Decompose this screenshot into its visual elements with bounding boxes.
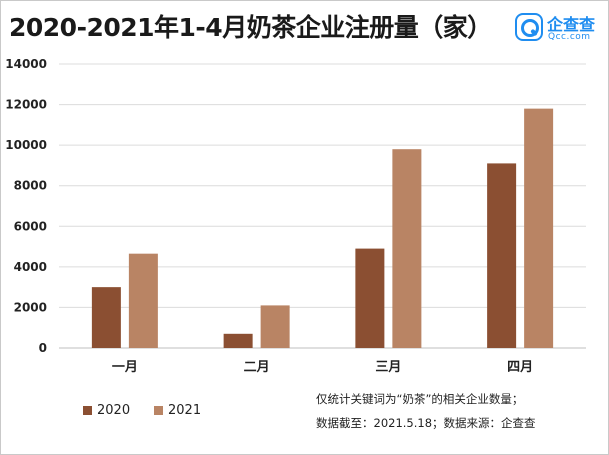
x-tick-label: 四月 <box>507 360 533 375</box>
y-tick-label: 6000 <box>14 219 47 233</box>
x-tick-label: 二月 <box>244 360 270 375</box>
y-tick-label: 8000 <box>14 179 47 193</box>
legend-swatch-2020 <box>83 406 92 415</box>
bar-2021-2 <box>392 149 422 348</box>
bar-chart: 0 2000 4000 6000 8000 10000 12000 14000 一月 二月 三月 四… <box>5 57 586 375</box>
x-tick-label: 三月 <box>375 360 401 375</box>
footnote-scope: 仅统计关键词为“奶茶”的相关企业数量； <box>316 392 524 406</box>
bar-2021-3 <box>524 108 554 348</box>
bar-2020-3 <box>487 163 517 348</box>
y-tick-label: 10000 <box>5 138 47 152</box>
y-tick-label: 12000 <box>5 98 47 112</box>
legend-swatch-2021 <box>154 406 163 415</box>
bar-2021-1 <box>260 305 290 348</box>
bar-2021-0 <box>128 253 158 348</box>
chart-title: 2020-2021年1-4月奶茶企业注册量（家） <box>9 13 492 42</box>
y-tick-label: 4000 <box>14 260 47 274</box>
bar-2020-0 <box>91 287 121 348</box>
logo-domain: Qcc.com <box>548 32 591 42</box>
legend-label-2020: 2020 <box>97 403 131 418</box>
qcc-logo: 企查查 Qcc.com <box>515 11 605 47</box>
x-tick-label: 一月 <box>112 360 138 375</box>
logo-name: 企查查 <box>547 15 596 34</box>
y-tick-label: 2000 <box>14 300 47 314</box>
footnotes: 仅统计关键词为“奶茶”的相关企业数量； 数据截至：2021.5.18；数据来源：… <box>316 387 606 435</box>
y-tick-label: 0 <box>39 341 47 355</box>
legend-label-2021: 2021 <box>168 403 202 418</box>
y-tick-label: 14000 <box>5 57 47 71</box>
footnote-source: 数据截至：2021.5.18；数据来源：企查查 <box>316 416 536 430</box>
x-axis-ticks: 一月 二月 三月 四月 <box>112 360 533 375</box>
y-axis-ticks: 0 2000 4000 6000 8000 10000 12000 14000 <box>5 57 47 355</box>
bar-2020-1 <box>223 333 253 348</box>
qcc-magnifier-icon <box>515 13 543 41</box>
bars <box>91 108 554 348</box>
bar-2020-2 <box>355 248 385 348</box>
